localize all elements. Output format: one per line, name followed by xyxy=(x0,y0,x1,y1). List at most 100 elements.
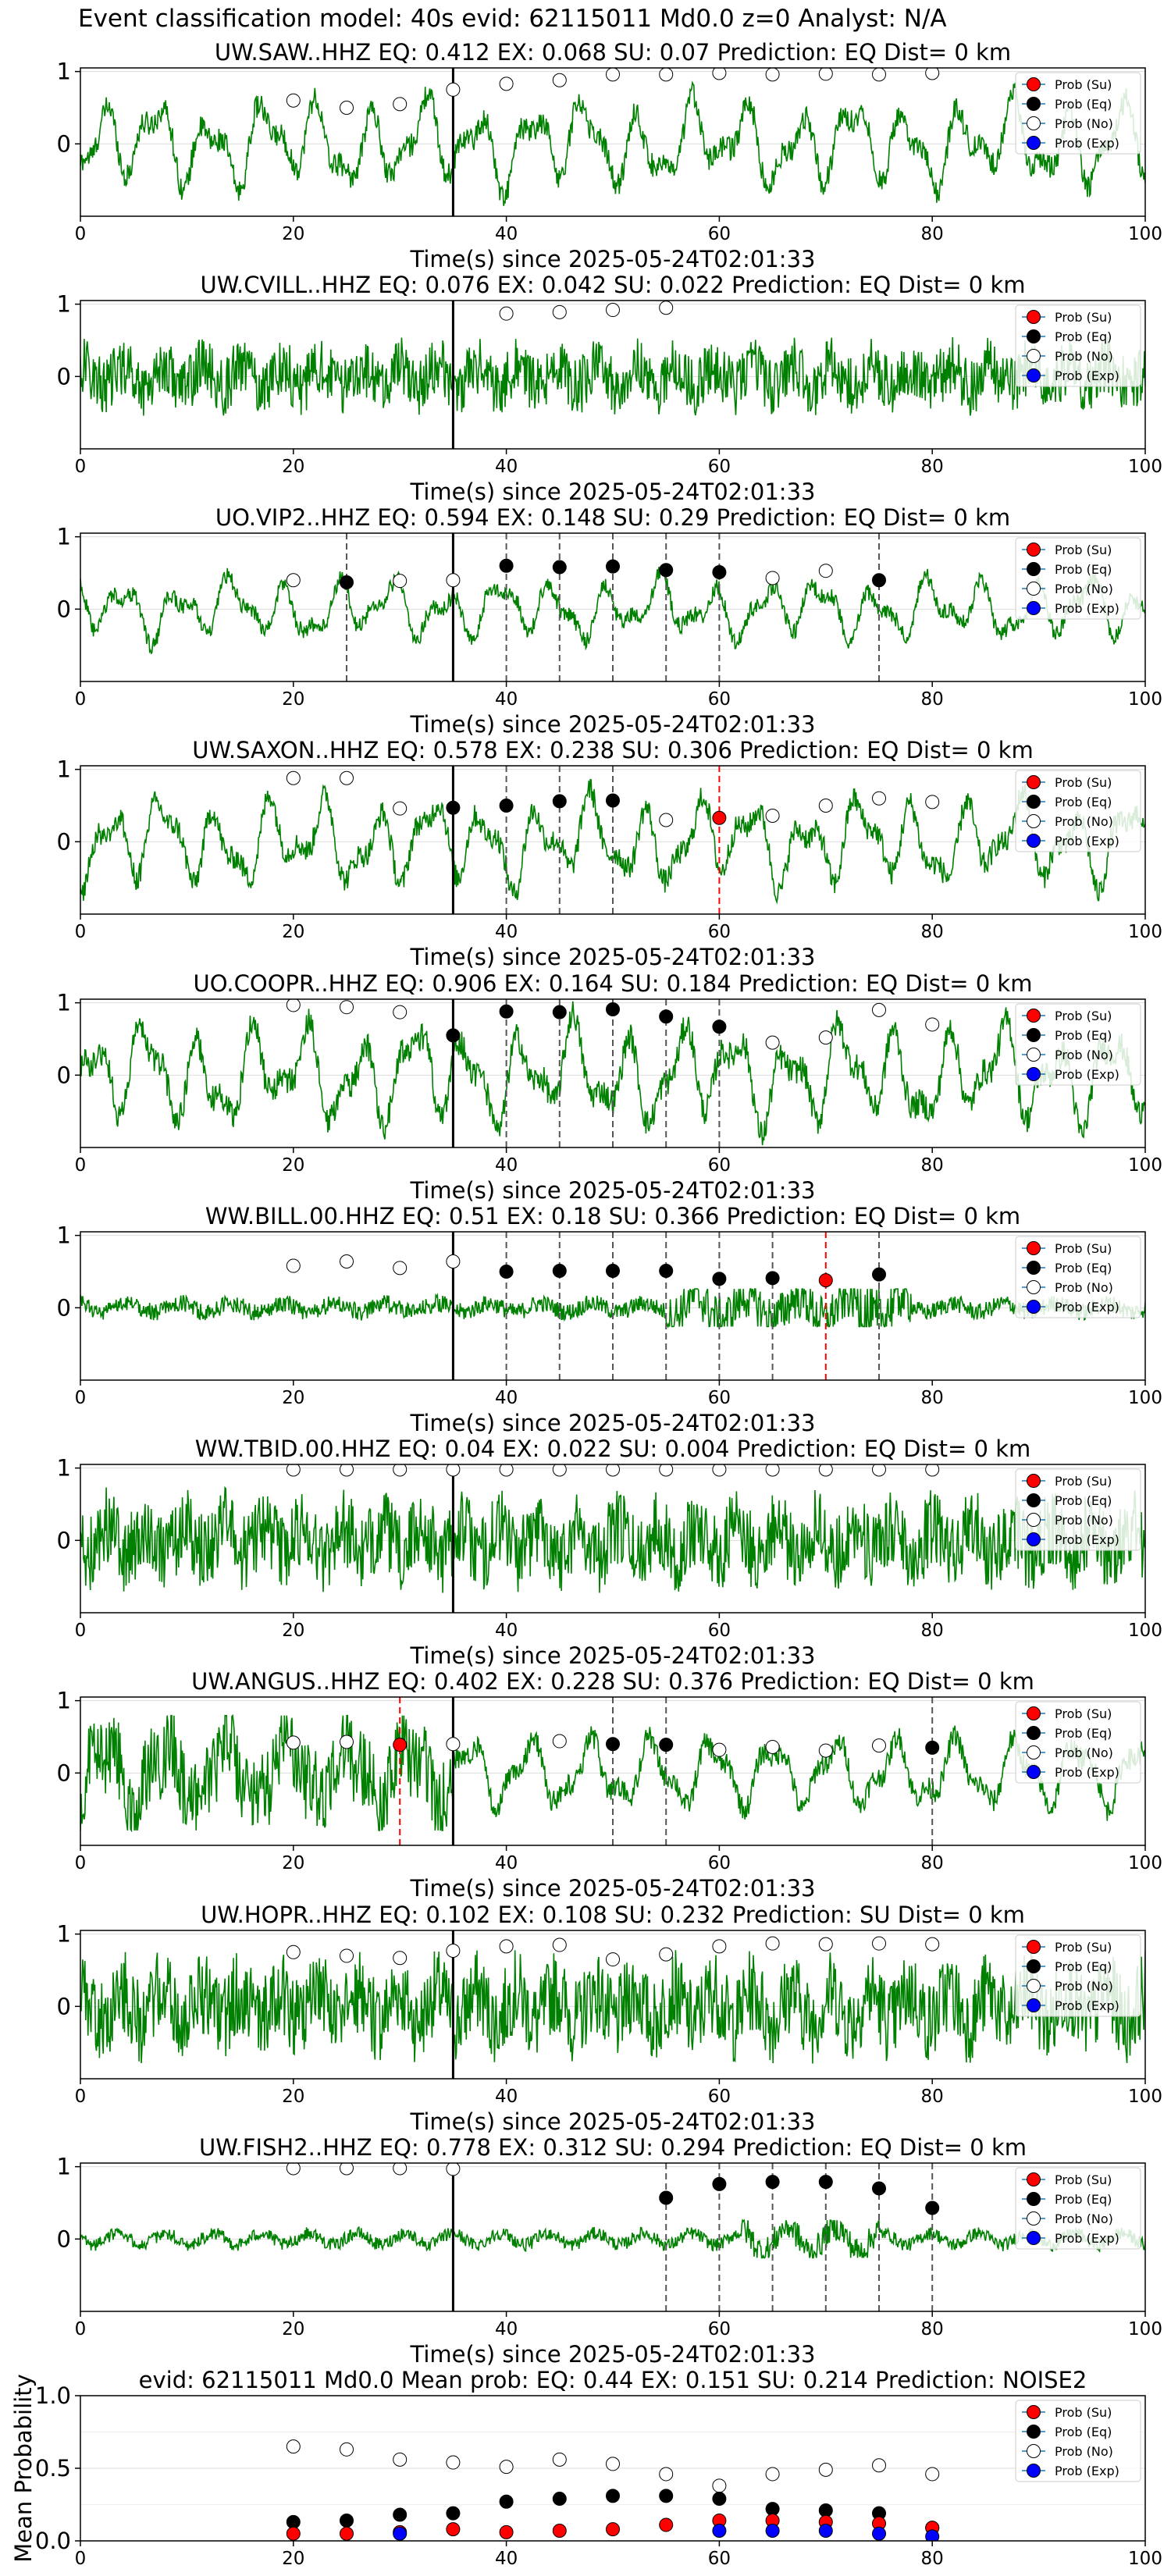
mean-point-1-7 xyxy=(659,2489,674,2503)
panel-title-2: UO.VIP2..HHZ EQ: 0.594 EX: 0.148 SU: 0.2… xyxy=(215,504,1010,531)
xtick-label-3-3: 60 xyxy=(708,922,731,942)
ytick-label-2-0: 0 xyxy=(57,596,71,622)
prob-point-3-10 xyxy=(818,798,833,813)
panel-frame-2 xyxy=(80,532,1146,682)
prob-point-9-8 xyxy=(872,2181,886,2196)
panel-10-legend-label-3: Prob (Exp) xyxy=(1055,2464,1119,2478)
panel-3-legend-marker-0 xyxy=(1027,775,1041,789)
mean-point-1-5 xyxy=(552,2492,567,2507)
mean-point-3-5 xyxy=(925,2529,940,2541)
mean-point-0-5 xyxy=(552,2452,567,2467)
ytick-label-8-1: 1 xyxy=(57,1921,71,1948)
panel-2-legend-label-3: Prob (Exp) xyxy=(1055,601,1119,616)
xtick-label-10-2: 40 xyxy=(495,2549,518,2569)
panel-10-legend-marker-0 xyxy=(1027,2405,1041,2419)
panel-8-legend-marker-3 xyxy=(1027,1998,1041,2012)
waveform-8 xyxy=(80,1950,1145,2064)
panel-3-legend-label-2: Prob (No) xyxy=(1055,814,1113,829)
panel-0-legend-marker-2 xyxy=(1027,116,1041,130)
xtick-label-9-1: 20 xyxy=(282,2319,304,2339)
xtick-label-9-0: 0 xyxy=(75,2319,87,2339)
xtick-label-7-4: 80 xyxy=(921,1853,944,1873)
prob-point-0-0 xyxy=(286,93,301,108)
xtick-label-7-1: 20 xyxy=(282,1853,304,1873)
panel-xlabel-6: Time(s) since 2025-05-24T02:01:33 xyxy=(410,1642,816,1669)
panel-5-legend-label-3: Prob (Exp) xyxy=(1055,1300,1119,1315)
xtick-label-10-5: 100 xyxy=(1128,2549,1162,2569)
prob-point-5-2 xyxy=(393,1261,408,1276)
prob-point-6-5 xyxy=(552,1464,567,1477)
panel-4-legend-label-1: Prob (Eq) xyxy=(1055,1028,1112,1043)
prob-point-4-9 xyxy=(765,1035,780,1050)
panel-7-legend-label-3: Prob (Exp) xyxy=(1055,1765,1119,1780)
prob-point-3-7 xyxy=(659,813,674,827)
prob-point-7-7 xyxy=(712,1742,727,1757)
mean-point-0-3 xyxy=(446,2455,461,2470)
panel-2-legend-marker-1 xyxy=(1027,562,1041,576)
xtick-label-9-2: 40 xyxy=(495,2319,518,2339)
waveform-6 xyxy=(80,1485,1145,1593)
ytick-label-6-1: 1 xyxy=(57,1455,71,1482)
panel-4-legend-marker-3 xyxy=(1027,1067,1041,1081)
ytick-label-1-0: 0 xyxy=(57,363,71,390)
panel-1-legend-marker-3 xyxy=(1027,368,1041,382)
mean-point-1-6 xyxy=(606,2489,620,2503)
prob-point-0-2 xyxy=(393,97,408,112)
prob-point-6-11 xyxy=(872,1464,886,1477)
ytick-label-1-1: 1 xyxy=(57,291,71,318)
panel-xlabel-3: Time(s) since 2025-05-24T02:01:33 xyxy=(410,944,816,970)
prob-point-0-9 xyxy=(765,68,780,82)
prob-point-4-2 xyxy=(393,1005,408,1019)
panel-plot-area-2 xyxy=(80,533,1145,681)
panel-7-legend-marker-2 xyxy=(1027,1745,1041,1759)
xtick-label-7-0: 0 xyxy=(75,1853,87,1873)
panel-3-legend-marker-3 xyxy=(1027,834,1041,848)
prob-point-0-4 xyxy=(499,76,514,91)
prob-point-7-8 xyxy=(765,1739,780,1754)
panel-6-legend-marker-3 xyxy=(1027,1532,1041,1546)
xtick-label-1-5: 100 xyxy=(1128,457,1162,477)
ytick-label-3-1: 1 xyxy=(57,756,71,783)
panel-5-legend-label-0: Prob (Su) xyxy=(1055,1241,1112,1256)
xtick-label-7-2: 40 xyxy=(495,1853,518,1873)
prob-point-8-1 xyxy=(340,1948,354,1963)
panel-title-6: WW.TBID.00.HHZ EQ: 0.04 EX: 0.022 SU: 0.… xyxy=(195,1436,1031,1462)
panel-6-legend-marker-1 xyxy=(1027,1493,1041,1507)
mean-point-1-8 xyxy=(712,2492,727,2507)
prob-point-5-5 xyxy=(552,1264,567,1279)
panel-frame-0 xyxy=(80,67,1146,217)
prob-point-2-11 xyxy=(872,573,886,588)
xtick-label-10-0: 0 xyxy=(75,2549,87,2569)
panel-1-legend-marker-0 xyxy=(1027,310,1041,324)
prob-point-3-12 xyxy=(925,795,940,809)
panel-0-legend-marker-1 xyxy=(1027,97,1041,111)
prob-point-0-6 xyxy=(606,68,620,82)
mean-point-0-12 xyxy=(925,2467,940,2482)
panel-xlabel-1: Time(s) since 2025-05-24T02:01:33 xyxy=(410,479,816,505)
mean-point-1-3 xyxy=(446,2506,461,2521)
panel-6-legend-box xyxy=(1015,1468,1141,1551)
prob-point-2-5 xyxy=(552,560,567,575)
panel-frame-4 xyxy=(80,998,1146,1148)
panel-5-legend-label-1: Prob (Eq) xyxy=(1055,1261,1112,1276)
xtick-label-1-0: 0 xyxy=(75,457,87,477)
panel-1-legend-box xyxy=(1015,304,1141,387)
xtick-label-4-4: 80 xyxy=(921,1155,944,1176)
panel-9-legend-label-3: Prob (Exp) xyxy=(1055,2231,1119,2246)
panel-10: evid: 62115011 Md0.0 Mean prob: EQ: 0.44… xyxy=(10,2367,1162,2569)
mean-point-0-1 xyxy=(340,2442,354,2457)
prob-point-2-8 xyxy=(712,565,727,580)
panel-5-legend-marker-3 xyxy=(1027,1300,1041,1314)
prob-point-4-5 xyxy=(552,1005,567,1019)
xtick-label-0-3: 60 xyxy=(708,224,731,244)
prob-point-4-12 xyxy=(925,1017,940,1032)
prob-point-8-9 xyxy=(765,1936,780,1951)
prob-point-1-0 xyxy=(499,306,514,321)
panel-6-legend-label-0: Prob (Su) xyxy=(1055,1474,1112,1489)
panel-10-legend-label-1: Prob (Eq) xyxy=(1055,2425,1112,2439)
panel-4-legend-marker-2 xyxy=(1027,1048,1041,1062)
prob-point-7-2 xyxy=(393,1738,408,1752)
xtick-label-0-0: 0 xyxy=(75,224,87,244)
xtick-label-8-1: 20 xyxy=(282,2087,304,2107)
